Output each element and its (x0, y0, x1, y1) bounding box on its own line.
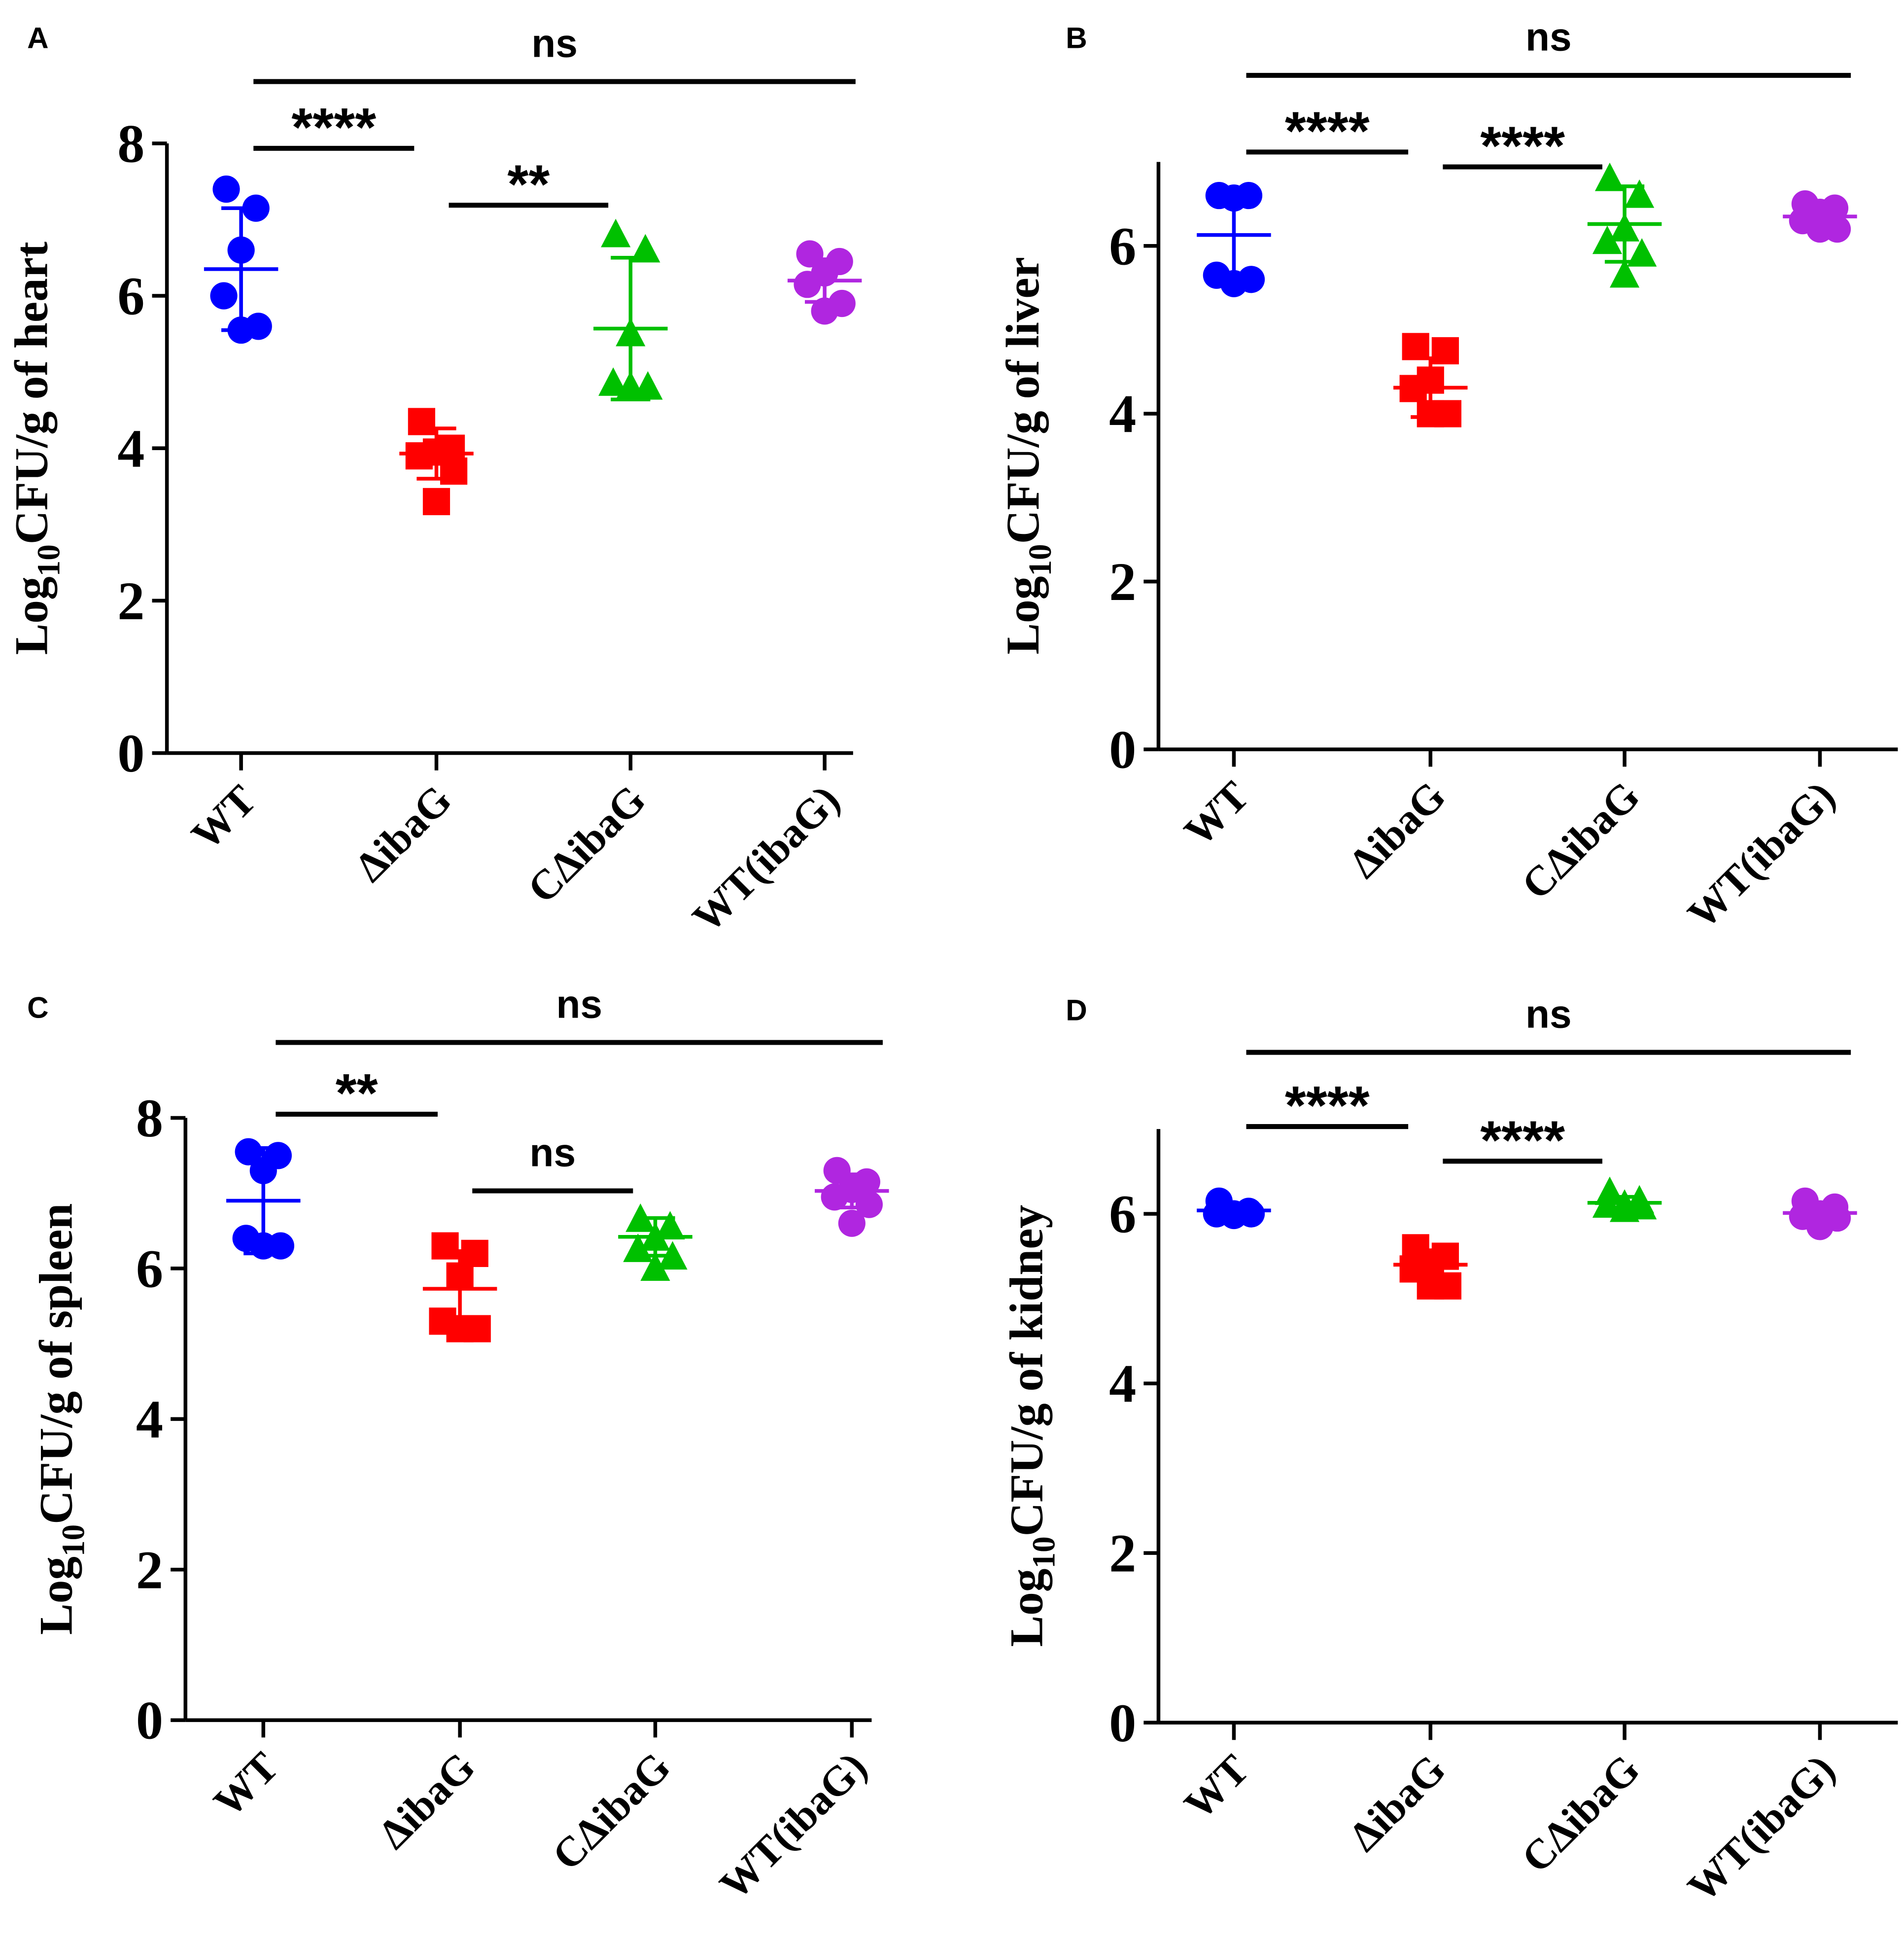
significance-label: ns (531, 21, 578, 66)
y-label-text: CFU/g of spleen (30, 1203, 82, 1524)
data-point (1806, 215, 1834, 243)
data-point (1594, 162, 1625, 191)
significance-label: ** (336, 1063, 378, 1124)
y-tick-label: 6 (1109, 216, 1136, 276)
y-tick-label: 4 (1109, 384, 1136, 444)
significance-label: ns (1525, 992, 1572, 1036)
data-point (794, 271, 821, 298)
x-tick-label: ΔibaG (1340, 1746, 1454, 1860)
y-tick-label: 6 (136, 1239, 163, 1299)
data-point (431, 1232, 459, 1260)
y-tick-label: 0 (1109, 1693, 1136, 1753)
y-label-sub: 10 (56, 1524, 92, 1556)
data-point (1592, 225, 1623, 254)
y-label-text: CFU/g of kidney (1001, 1205, 1053, 1537)
data-point (655, 1211, 685, 1240)
significance-label: ** (507, 154, 550, 214)
data-point (1609, 259, 1640, 288)
data-point (440, 457, 468, 485)
y-label-base: Log (997, 576, 1049, 655)
data-point (823, 1157, 851, 1184)
y-tick-label: 4 (136, 1389, 163, 1449)
significance-label: **** (1285, 101, 1370, 161)
y-tick-label: 4 (117, 419, 144, 479)
data-point (422, 488, 450, 515)
data-point (630, 234, 660, 263)
y-tick-label: 8 (136, 1088, 163, 1148)
y-tick-label: 8 (117, 113, 144, 174)
x-tick-label: CΔibaG (1513, 773, 1649, 908)
x-tick-label: CΔibaG (1513, 1746, 1649, 1881)
y-tick-label: 0 (117, 723, 144, 783)
y-axis-label: Log10CFU/g of heart (5, 242, 67, 655)
significance-label: ns (556, 982, 602, 1026)
data-point (405, 442, 433, 470)
data-point (212, 176, 240, 203)
x-tick-label: CΔibaG (544, 1743, 679, 1879)
x-tick-label: WT (1176, 1746, 1258, 1828)
y-tick-label: 6 (1109, 1184, 1136, 1244)
y-tick-label: 0 (136, 1691, 163, 1751)
y-tick-label: 2 (1109, 552, 1136, 612)
data-point (811, 297, 838, 325)
significance-label: ns (1525, 15, 1572, 60)
y-tick-label: 6 (117, 266, 144, 326)
y-label-text: CFU/g of liver (997, 257, 1049, 544)
x-tick-label: ΔibaG (346, 776, 460, 891)
x-tick-label: WT (1176, 773, 1258, 855)
panel-label: B (1066, 22, 1087, 55)
data-point (1627, 238, 1657, 267)
y-tick-label: 0 (1109, 720, 1136, 780)
panel-label: A (27, 22, 48, 55)
significance-label: ns (529, 1130, 576, 1175)
x-tick-label: WT(ibaG) (711, 1743, 875, 1908)
significance-label: **** (291, 97, 376, 158)
x-tick-label: ΔibaG (1340, 773, 1454, 887)
y-axis-label: Log10CFU/g of spleen (30, 1203, 91, 1635)
y-label-text: CFU/g of heart (5, 242, 57, 544)
y-tick-label: 2 (117, 571, 144, 631)
data-point (598, 367, 628, 396)
y-label-sub: 10 (1023, 544, 1058, 576)
data-point (1431, 337, 1459, 365)
y-label-sub: 10 (31, 544, 67, 576)
y-tick-label: 2 (136, 1540, 163, 1600)
data-point (1625, 179, 1655, 208)
data-point (408, 408, 435, 435)
panel-label: C (27, 991, 48, 1024)
data-point (1402, 333, 1429, 360)
x-tick-label: WT (205, 1743, 287, 1826)
y-axis-label: Log10CFU/g of liver (997, 257, 1058, 654)
x-tick-label: ΔibaG (370, 1743, 484, 1858)
y-tick-label: 2 (1109, 1523, 1136, 1584)
x-tick-label: WT(ibaG) (1679, 773, 1844, 937)
y-label-base: Log (30, 1556, 82, 1635)
panel-label: D (1066, 993, 1087, 1026)
y-label-sub: 10 (1027, 1536, 1062, 1568)
y-label-base: Log (1001, 1569, 1053, 1647)
y-axis-label: Log10CFU/g of kidney (1001, 1205, 1062, 1647)
x-tick-label: WT(ibaG) (684, 776, 848, 941)
significance-label: **** (1285, 1075, 1370, 1136)
data-point (640, 1252, 670, 1281)
x-tick-label: CΔibaG (519, 776, 655, 912)
y-tick-label: 4 (1109, 1354, 1136, 1414)
x-tick-label: WT (183, 776, 265, 859)
data-point (601, 218, 631, 247)
data-point (855, 1191, 883, 1218)
significance-label: **** (1480, 116, 1565, 176)
data-point (838, 1209, 865, 1237)
data-point (1627, 1191, 1657, 1220)
x-tick-label: WT(ibaG) (1679, 1746, 1844, 1910)
significance-label: **** (1480, 1110, 1565, 1170)
y-label-base: Log (5, 576, 57, 655)
data-point (235, 1138, 262, 1165)
data-point (210, 282, 238, 310)
